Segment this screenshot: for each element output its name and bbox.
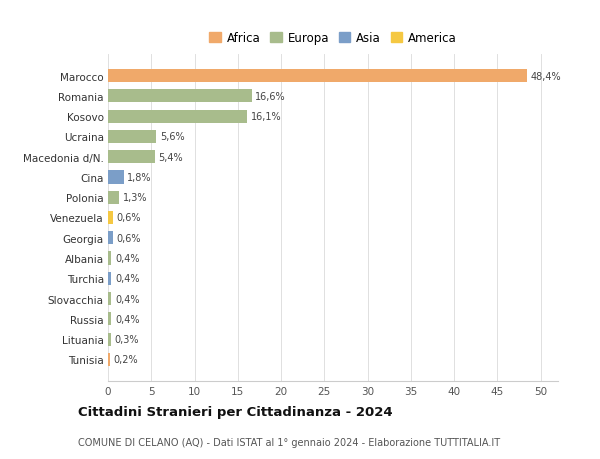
Text: 0,6%: 0,6% [116,233,141,243]
Bar [108,252,112,265]
Text: 0,4%: 0,4% [115,314,139,324]
Text: 0,4%: 0,4% [115,253,139,263]
Bar [108,313,112,326]
Text: 5,4%: 5,4% [158,152,183,162]
Bar [108,130,157,144]
Bar [108,171,124,184]
Text: 0,3%: 0,3% [114,334,139,344]
Bar [108,292,112,306]
Text: 16,1%: 16,1% [251,112,281,122]
Text: COMUNE DI CELANO (AQ) - Dati ISTAT al 1° gennaio 2024 - Elaborazione TUTTITALIA.: COMUNE DI CELANO (AQ) - Dati ISTAT al 1°… [78,437,500,447]
Bar [108,212,113,224]
Bar [108,333,110,346]
Bar [108,272,112,285]
Bar [108,70,527,83]
Text: 0,2%: 0,2% [113,355,138,364]
Bar [108,191,119,204]
Text: Cittadini Stranieri per Cittadinanza - 2024: Cittadini Stranieri per Cittadinanza - 2… [78,405,392,419]
Bar [108,151,155,164]
Text: 0,4%: 0,4% [115,294,139,304]
Bar [108,232,113,245]
Text: 16,6%: 16,6% [255,92,286,102]
Bar [108,90,251,103]
Text: 48,4%: 48,4% [530,72,561,81]
Bar [108,353,110,366]
Text: 5,6%: 5,6% [160,132,185,142]
Legend: Africa, Europa, Asia, America: Africa, Europa, Asia, America [205,28,461,48]
Text: 0,6%: 0,6% [116,213,141,223]
Text: 1,8%: 1,8% [127,173,152,183]
Text: 0,4%: 0,4% [115,274,139,284]
Bar [108,110,247,123]
Text: 1,3%: 1,3% [123,193,147,203]
